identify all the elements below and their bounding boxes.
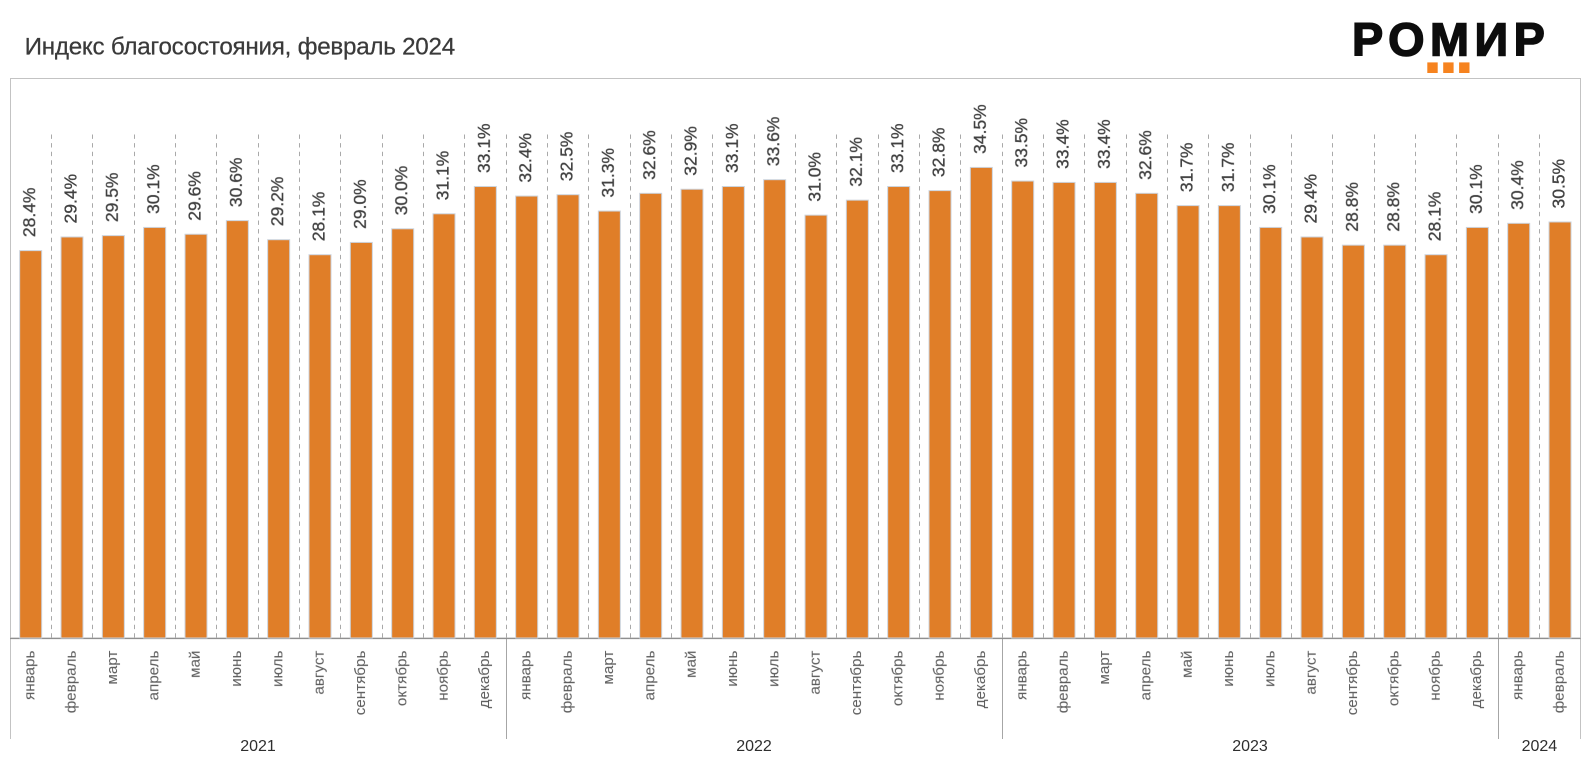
svg-text:30.4%: 30.4% (1507, 160, 1527, 210)
svg-text:декабрь: декабрь (972, 651, 989, 709)
svg-text:29.0%: 29.0% (350, 179, 370, 229)
svg-text:июль: июль (765, 651, 782, 687)
svg-text:август: август (311, 651, 328, 695)
svg-text:декабрь: декабрь (1468, 651, 1485, 709)
svg-text:33.4%: 33.4% (1094, 119, 1114, 169)
svg-text:октябрь: октябрь (1385, 651, 1402, 707)
svg-text:август: август (807, 651, 824, 695)
svg-text:28.8%: 28.8% (1342, 182, 1362, 232)
svg-text:31.0%: 31.0% (805, 152, 825, 202)
svg-text:февраль: февраль (1055, 651, 1072, 714)
svg-text:февраль: февраль (1551, 651, 1568, 714)
svg-text:29.5%: 29.5% (102, 172, 122, 222)
svg-text:31.1%: 31.1% (433, 151, 453, 201)
svg-text:октябрь: октябрь (889, 651, 906, 707)
svg-text:сентябрь: сентябрь (352, 651, 369, 716)
svg-text:31.7%: 31.7% (1218, 142, 1238, 192)
svg-text:июнь: июнь (1220, 651, 1237, 687)
svg-text:33.6%: 33.6% (763, 117, 783, 167)
svg-text:октябрь: октябрь (393, 651, 410, 707)
svg-text:РОМИР: РОМИР (1352, 14, 1550, 66)
svg-text:31.3%: 31.3% (598, 148, 618, 198)
svg-text:32.8%: 32.8% (929, 127, 949, 177)
svg-text:33.1%: 33.1% (722, 123, 742, 173)
svg-text:31.7%: 31.7% (1177, 142, 1197, 192)
svg-text:январь: январь (1013, 651, 1030, 700)
svg-text:апрель: апрель (641, 651, 658, 701)
svg-text:июль: июль (1261, 651, 1278, 687)
svg-text:май: май (1179, 651, 1196, 678)
svg-text:32.5%: 32.5% (557, 132, 577, 182)
svg-text:ноябрь: ноябрь (435, 651, 452, 701)
svg-text:2021: 2021 (240, 738, 276, 755)
svg-text:32.1%: 32.1% (846, 137, 866, 187)
svg-text:апрель: апрель (145, 651, 162, 701)
svg-text:28.4%: 28.4% (19, 187, 39, 237)
svg-text:28.8%: 28.8% (1383, 182, 1403, 232)
svg-text:февраль: февраль (559, 651, 576, 714)
svg-text:33.5%: 33.5% (1011, 118, 1031, 168)
svg-text:32.6%: 32.6% (1135, 130, 1155, 180)
svg-text:33.1%: 33.1% (474, 123, 494, 173)
svg-text:январь: январь (517, 651, 534, 700)
svg-text:август: август (1303, 651, 1320, 695)
svg-text:апрель: апрель (1137, 651, 1154, 701)
svg-text:30.1%: 30.1% (1466, 164, 1486, 214)
svg-text:сентябрь: сентябрь (1344, 651, 1361, 716)
svg-text:май: май (683, 651, 700, 678)
svg-text:29.2%: 29.2% (267, 177, 287, 227)
svg-text:30.0%: 30.0% (391, 166, 411, 216)
svg-text:34.5%: 34.5% (970, 104, 990, 154)
svg-text:2022: 2022 (736, 738, 772, 755)
svg-text:ноябрь: ноябрь (931, 651, 948, 701)
svg-text:июль: июль (269, 651, 286, 687)
svg-text:30.6%: 30.6% (226, 157, 246, 207)
svg-text:32.9%: 32.9% (681, 126, 701, 176)
svg-text:29.6%: 29.6% (185, 171, 205, 221)
svg-text:март: март (104, 651, 121, 685)
svg-text:сентябрь: сентябрь (848, 651, 865, 716)
svg-text:29.4%: 29.4% (1301, 174, 1321, 224)
svg-text:33.1%: 33.1% (887, 123, 907, 173)
svg-text:32.4%: 32.4% (515, 133, 535, 183)
svg-text:ноябрь: ноябрь (1427, 651, 1444, 701)
svg-text:декабрь: декабрь (476, 651, 493, 709)
svg-text:январь: январь (21, 651, 38, 700)
svg-text:март: март (600, 651, 617, 685)
svg-text:30.1%: 30.1% (1259, 164, 1279, 214)
svg-text:30.5%: 30.5% (1549, 159, 1569, 209)
svg-text:март: март (1096, 651, 1113, 685)
svg-text:2024: 2024 (1522, 738, 1558, 755)
svg-text:июнь: июнь (228, 651, 245, 687)
svg-text:29.4%: 29.4% (61, 174, 81, 224)
svg-text:30.1%: 30.1% (143, 164, 163, 214)
svg-text:33.4%: 33.4% (1053, 119, 1073, 169)
svg-text:2023: 2023 (1232, 738, 1268, 755)
svg-text:февраль: февраль (63, 651, 80, 714)
svg-text:28.1%: 28.1% (1425, 192, 1445, 242)
svg-text:Индекс благосостояния, февраль: Индекс благосостояния, февраль 2024 (25, 34, 455, 61)
svg-text:32.6%: 32.6% (639, 130, 659, 180)
svg-text:январь: январь (1509, 651, 1526, 700)
svg-text:июнь: июнь (724, 651, 741, 687)
svg-text:28.1%: 28.1% (309, 192, 329, 242)
svg-text:май: май (187, 651, 204, 678)
